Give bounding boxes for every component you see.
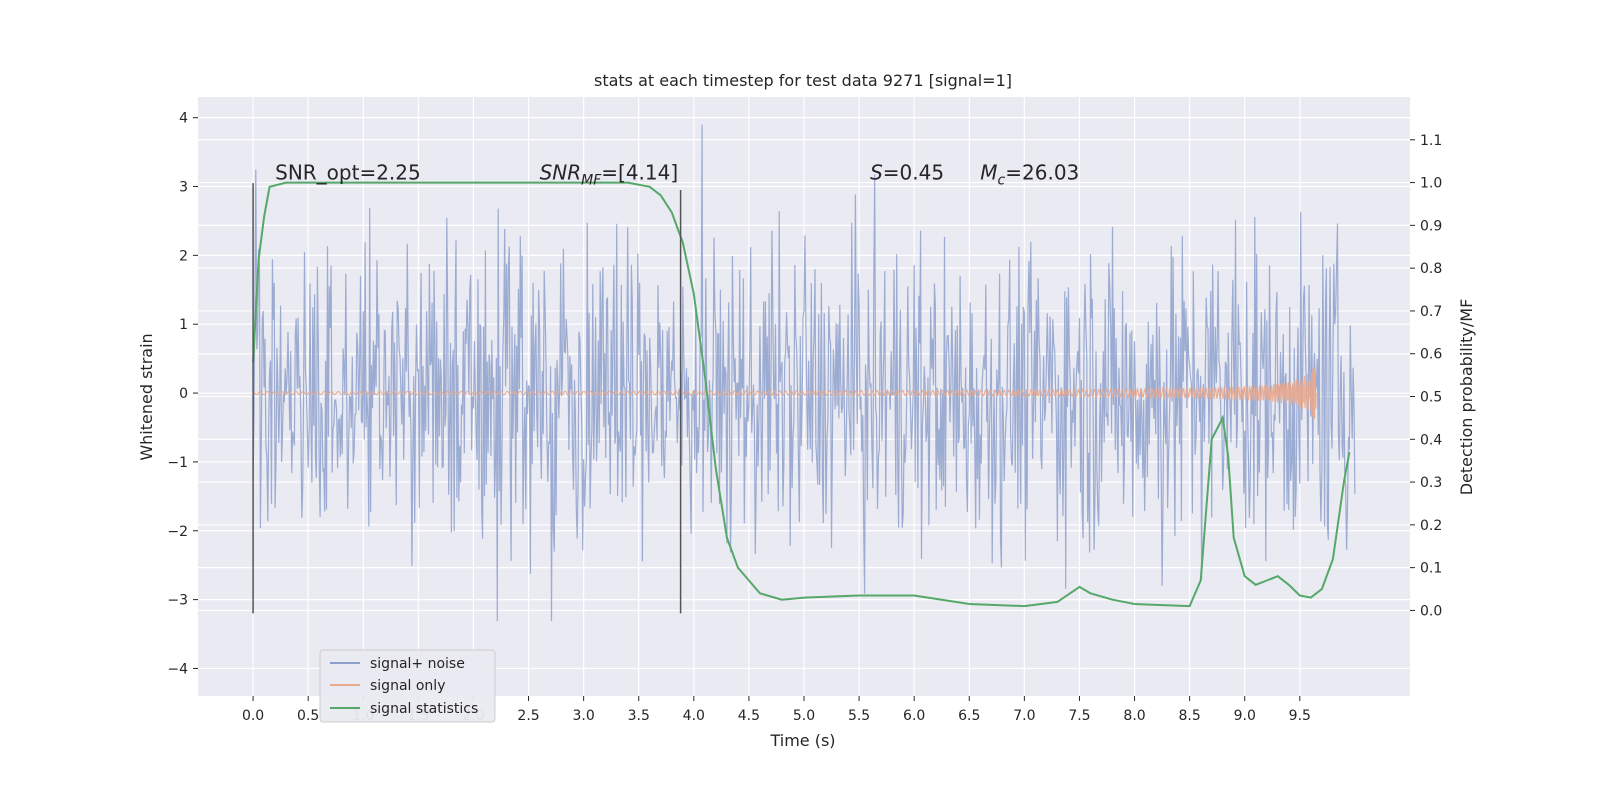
legend-box — [319, 649, 496, 723]
y-right-tick-label: 0.6 — [1420, 347, 1442, 363]
y-right-tick-label: 0.1 — [1420, 561, 1442, 577]
annotation-mc-sub: c — [998, 173, 1006, 189]
x-tick-label: 9.5 — [1289, 708, 1311, 724]
annotation-snr-mf-main: SNR — [540, 161, 582, 185]
series-signal-only — [252, 366, 1317, 420]
x-tick-label: 8.0 — [1123, 708, 1145, 724]
annotation-s-main: S — [870, 161, 883, 185]
annotation-snr-mf: SNRMF=[4.14] — [540, 161, 679, 189]
x-tick-label: 0.5 — [297, 708, 319, 724]
y-right-axis-label: Detection probability/MF — [1457, 299, 1476, 496]
y-tick-label: −4 — [167, 661, 188, 677]
y-tick-label: 2 — [179, 248, 188, 264]
y-axis-label: Whitened strain — [137, 333, 156, 460]
annotation-mc-main: M — [980, 161, 997, 185]
x-tick-label: 3.0 — [573, 708, 595, 724]
x-tick-label: 4.0 — [683, 708, 705, 724]
x-tick-label: 0.0 — [242, 708, 264, 724]
x-tick-label: 4.5 — [738, 708, 760, 724]
signal-statistics-line — [252, 181, 1351, 608]
x-tick-label: 2.5 — [517, 708, 539, 724]
x-tick-label: 3.5 — [628, 708, 650, 724]
annotation-s: S=0.45 — [870, 161, 944, 185]
chart-title: stats at each timestep for test data 927… — [594, 71, 1012, 90]
y-right-tick-label: 0.5 — [1420, 390, 1442, 406]
x-tick-label: 9.0 — [1234, 708, 1256, 724]
signal-only-line — [252, 366, 1317, 420]
legend-label-signal-noise: signal+ noise — [370, 656, 465, 672]
annotation-mc-rest: =26.03 — [1005, 161, 1079, 185]
annotation-s-rest: =0.45 — [883, 161, 944, 185]
y-right-tick-label: 0.8 — [1420, 261, 1442, 277]
y-tick-label: −3 — [167, 593, 188, 609]
y-tick-label: −2 — [167, 524, 188, 540]
y-tick-label: −1 — [167, 455, 188, 471]
y-right-tick-label: 0.0 — [1420, 603, 1442, 619]
y-tick-label: 3 — [179, 180, 188, 196]
x-tick-label: 5.5 — [848, 708, 870, 724]
x-tick-label: 8.5 — [1179, 708, 1201, 724]
legend-label-signal-only: signal only — [370, 678, 445, 694]
signal-noise-line — [252, 124, 1356, 622]
y-right-tick-label: 1.0 — [1420, 176, 1442, 192]
x-tick-label: 7.0 — [1013, 708, 1035, 724]
y-right-axis-ticks: 0.0 0.1 0.2 0.3 0.4 0.5 0.6 0.7 0.8 0.9 1.0 1.1 — [1410, 133, 1442, 619]
y-right-tick-label: 0.2 — [1420, 518, 1442, 534]
series-signal-statistics — [252, 181, 1351, 608]
annotation-snr-opt: SNR_opt=2.25 — [275, 161, 421, 185]
legend-label-signal-statistics: signal statistics — [370, 701, 478, 717]
y-right-tick-label: 0.7 — [1420, 304, 1442, 320]
y-tick-label: 0 — [179, 386, 188, 402]
y-tick-label: 4 — [179, 111, 188, 127]
x-tick-label: 5.0 — [793, 708, 815, 724]
series-signal-noise — [252, 124, 1356, 622]
annotations: SNR_opt=2.25 SNRMF=[4.14] S=0.45 Mc=26.0… — [275, 161, 1079, 189]
y-right-tick-label: 0.4 — [1420, 432, 1442, 448]
annotation-snr-mf-rest: =[4.14] — [601, 161, 678, 185]
y-right-tick-label: 0.3 — [1420, 475, 1442, 491]
y-right-tick-label: 0.9 — [1420, 218, 1442, 234]
annotation-mc: Mc=26.03 — [980, 161, 1079, 189]
y-axis-ticks: −4 −3 −2 −1 0 1 2 3 4 — [167, 111, 198, 677]
x-tick-label: 7.5 — [1068, 708, 1090, 724]
y-tick-label: 1 — [179, 317, 188, 333]
x-tick-label: 6.0 — [903, 708, 925, 724]
annotation-snr-mf-sub: MF — [581, 173, 602, 189]
x-tick-label: 6.5 — [958, 708, 980, 724]
y-right-tick-label: 1.1 — [1420, 133, 1442, 149]
x-axis-label: Time (s) — [769, 731, 835, 750]
vertical-markers — [252, 183, 682, 614]
legend: signal+ noise signal only signal statist… — [319, 649, 496, 723]
